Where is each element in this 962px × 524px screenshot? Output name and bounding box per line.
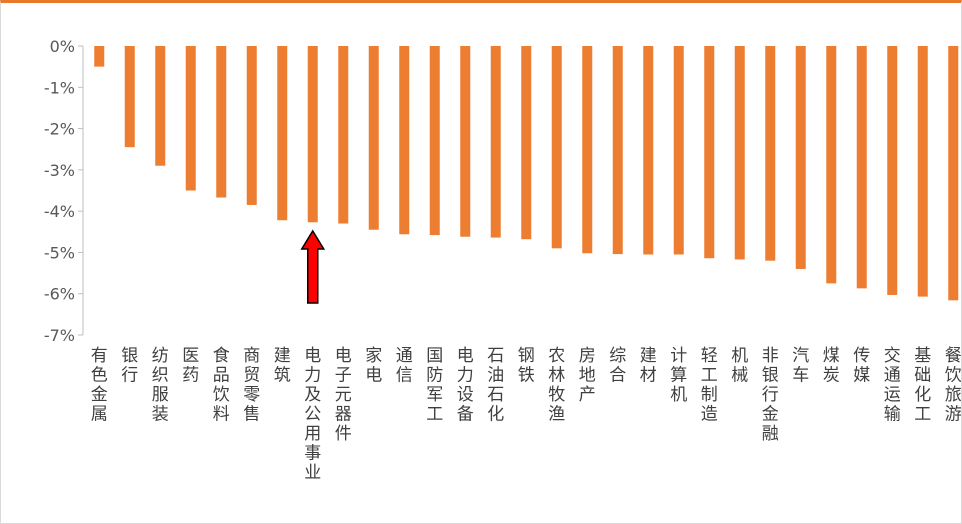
x-tick-label: 有色金属 [91,346,108,425]
x-tick-label: 电子元器件 [335,346,352,444]
y-axis: 0% -1% -2% -3% -4% -5% -6% -7% [44,37,84,345]
x-tick-label: 传媒 [853,346,870,386]
bar-29 [948,46,959,301]
x-tick-label: 石油石化 [487,346,504,425]
bar-20 [673,46,684,255]
bar-5 [216,46,227,198]
bar-13 [460,46,471,237]
x-tick-label: 房地产 [579,346,596,405]
x-tick-label: 商贸零售 [243,346,260,425]
bar-9 [338,46,349,224]
y-tick-label: -2% [44,120,75,139]
bar-18 [612,46,623,255]
bar-22 [734,46,745,260]
x-tick-label: 农林牧渔 [548,346,565,425]
x-tick-label: 交通运输 [884,346,901,425]
bar-16 [551,46,562,249]
x-tick-label: 基础化工 [914,346,931,425]
x-tick-label: 煤炭 [823,346,840,386]
bar-1 [94,46,105,67]
bars [94,46,959,301]
y-tick-label: -3% [44,161,75,180]
y-tick-label: -5% [44,243,75,262]
x-tick-label: 计算机 [670,346,687,405]
x-tick-label: 食品饮料 [213,346,230,425]
x-axis-labels: 有色金属银行纺织服装医药食品饮料商贸零售建筑电力及公用事业电子元器件家电通信国防… [91,346,961,483]
bar-26 [856,46,867,289]
bar-6 [246,46,257,205]
y-tick-label: 0% [50,37,75,56]
bar-10 [368,46,379,230]
y-tick-label: -7% [44,326,75,345]
bar-21 [704,46,715,259]
bar-2 [124,46,135,148]
bar-3 [155,46,166,166]
bar-27 [887,46,898,295]
bar-28 [917,46,928,297]
bar-11 [399,46,410,235]
bar-7 [277,46,288,221]
x-tick-label: 钢铁 [518,346,535,386]
x-tick-label: 电力及公用事业 [304,346,321,483]
y-tick-label: -1% [44,78,75,97]
annotation [300,229,326,304]
bar-19 [643,46,654,255]
bar-25 [826,46,837,284]
x-tick-label: 家电 [365,346,382,386]
y-tick-label: -4% [44,202,75,221]
x-tick-label: 综合 [609,346,626,386]
x-tick-label: 国防军工 [426,346,443,425]
x-tick-label: 轻工制造 [701,346,718,425]
x-tick-label: 纺织服装 [152,346,169,425]
y-tick-label: -6% [44,285,75,304]
bar-chart: 0% -1% -2% -3% -4% -5% -6% -7% 有色金属银行纺织服装医药食品饮料… [44,37,961,483]
bar-4 [185,46,196,191]
x-tick-label: 通信 [396,346,413,386]
bar-15 [521,46,532,240]
bar-8 [307,46,318,223]
bar-14 [490,46,501,238]
x-tick-label: 建材 [640,346,657,386]
bar-24 [795,46,806,269]
x-tick-label: 汽车 [792,346,809,386]
x-tick-label: 非银行金融 [762,346,779,444]
bar-12 [429,46,440,236]
bar-17 [582,46,593,254]
x-tick-label: 餐饮旅游 [945,346,961,425]
x-tick-label: 电力设备 [457,346,474,425]
x-tick-label: 机械 [731,346,748,386]
x-tick-label: 医药 [182,346,199,386]
bar-23 [765,46,776,261]
x-tick-label: 建筑 [274,346,291,386]
red-arrow-annotation [300,229,326,304]
x-tick-label: 银行 [121,346,138,386]
